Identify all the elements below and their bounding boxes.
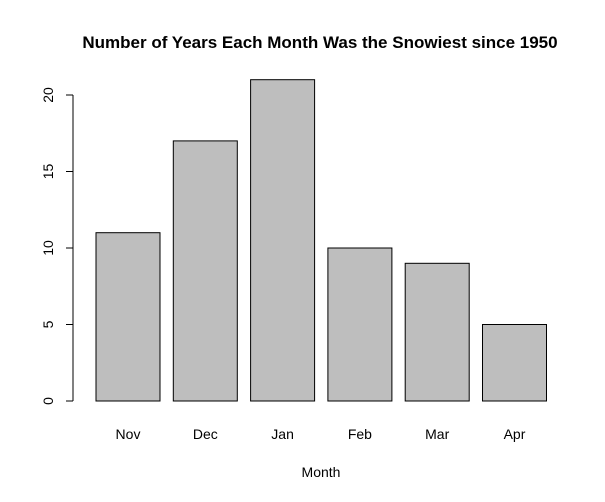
y-tick-label-20: 20 — [40, 87, 56, 103]
y-tick-label-15: 15 — [40, 164, 56, 180]
y-tick-label-10: 10 — [40, 240, 56, 256]
bar-nov — [95, 232, 161, 402]
x-tick-label-mar: Mar — [425, 426, 449, 442]
y-tick-label-0: 0 — [40, 397, 56, 405]
x-axis-labels: Nov Dec Jan Feb Mar Apr — [116, 426, 526, 442]
bar-apr — [482, 324, 547, 402]
bar-feb — [327, 247, 393, 402]
y-axis: 0 5 10 15 20 — [40, 87, 74, 405]
x-tick-label-dec: Dec — [193, 426, 218, 442]
x-tick-label-apr: Apr — [504, 426, 526, 442]
bar-jan — [250, 79, 316, 402]
bars-group — [95, 79, 547, 402]
x-tick-label-jan: Jan — [271, 426, 294, 442]
bar-dec — [172, 140, 238, 402]
x-axis-title: Month — [302, 464, 341, 480]
x-tick-label-feb: Feb — [348, 426, 372, 442]
bar-mar — [404, 262, 470, 402]
chart-title: Number of Years Each Month Was the Snowi… — [82, 33, 557, 52]
x-tick-label-nov: Nov — [116, 426, 141, 442]
y-tick-label-5: 5 — [40, 320, 56, 328]
